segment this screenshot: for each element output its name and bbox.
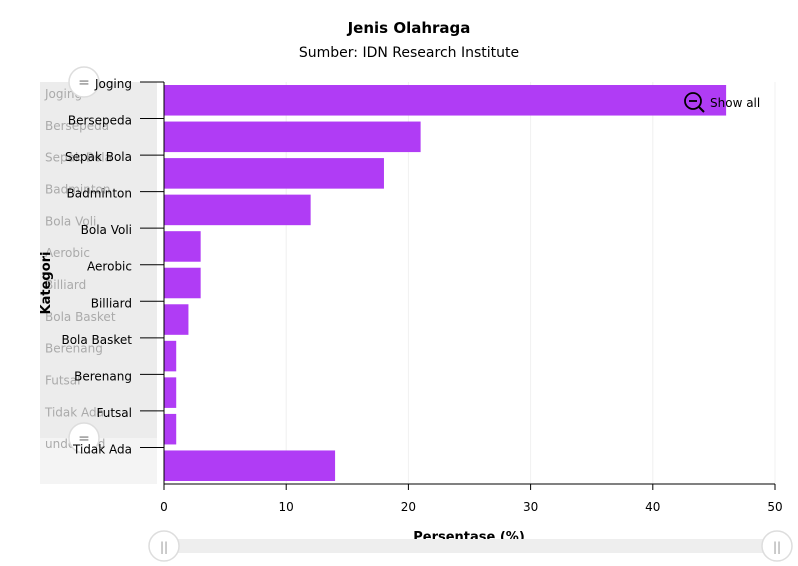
y-tick-label: Bola Basket	[61, 333, 132, 347]
zoom-out-icon-handle	[697, 105, 705, 113]
y-tick-label: Billiard	[91, 296, 132, 310]
bar-futsal[interactable]	[164, 413, 177, 445]
drag-handle-icon: ||	[160, 540, 168, 554]
y-tick-label: Badminton	[67, 187, 132, 201]
y-axis-title: Kategori	[39, 252, 54, 315]
bar-bersepeda[interactable]	[164, 121, 421, 153]
scrollbar-preview-label: Sepak Bola	[45, 151, 112, 165]
x-tick-label: 30	[523, 500, 538, 514]
vertical-scrollbar-bottom-grip[interactable]: =	[68, 422, 100, 454]
grip-icon: =	[78, 431, 90, 447]
x-tick-label: 20	[401, 500, 416, 514]
scrollbar-preview-label: Futsal	[45, 374, 81, 388]
y-tick-label: Aerobic	[87, 260, 132, 274]
scrollbar-preview-label: Berenang	[45, 342, 103, 356]
x-tick-label: 10	[279, 500, 294, 514]
scrollbar-preview-label: Aerobic	[45, 246, 90, 260]
bar-berenang[interactable]	[164, 377, 177, 408]
horizontal-scrollbar-track[interactable]	[150, 539, 790, 553]
scrollbar-preview-label: Bersepeda	[45, 119, 109, 133]
chart-subtitle: Sumber: IDN Research Institute	[299, 45, 519, 61]
y-axis: Joging Bersepeda Sepak Bola Badminton Bola V…	[61, 77, 165, 484]
vertical-scrollbar-thumb[interactable]	[40, 82, 157, 438]
horizontal-scrollbar-left-handle[interactable]: ||	[148, 530, 180, 562]
x-tick-label: 0	[160, 500, 168, 514]
x-axis: 0 10 20 30 40 50	[160, 483, 783, 514]
bars	[164, 85, 727, 481]
bar-sepak-bola[interactable]	[164, 158, 384, 189]
bar-tidak-ada[interactable]	[164, 450, 336, 481]
scrollbar-preview-label: Billiard	[45, 278, 86, 292]
zoom-out-icon	[684, 92, 702, 110]
scrollbar-preview-label: Tidak Ada	[44, 405, 104, 419]
vertical-scrollbar[interactable]: Joging Bersepeda Sepak Bola Badminton Bola V…	[40, 66, 157, 484]
y-tick-label: Futsal	[97, 406, 133, 420]
bar-bola-voli[interactable]	[164, 231, 201, 262]
y-tick-label: Joging	[94, 77, 132, 91]
bar-billiard[interactable]	[164, 304, 189, 335]
drag-handle-icon: ||	[773, 540, 781, 554]
show-all-button[interactable]: Show all	[678, 88, 770, 116]
bar-bola-basket[interactable]	[164, 340, 177, 372]
x-tick-label: 50	[767, 500, 782, 514]
scrollbar-preview-label: Bola Voli	[45, 214, 96, 228]
horizontal-scrollbar[interactable]: || ||	[148, 530, 793, 562]
scrollbar-preview-label: Bola Basket	[45, 310, 116, 324]
vertical-scrollbar-top-grip[interactable]: =	[68, 66, 100, 98]
y-tick-label: Bersepeda	[68, 114, 132, 128]
bar-joging[interactable]	[164, 85, 727, 116]
y-tick-label: Tidak Ada	[72, 442, 132, 456]
y-tick-label: Sepak Bola	[65, 150, 132, 164]
horizontal-scrollbar-right-handle[interactable]: ||	[761, 530, 793, 562]
y-tick-label: Bola Voli	[81, 223, 132, 237]
grip-icon: =	[78, 75, 90, 91]
bar-badminton[interactable]	[164, 194, 311, 226]
scrollbar-preview-label: Badminton	[45, 183, 110, 197]
y-tick-label: Berenang	[74, 369, 132, 383]
chart-title: Jenis Olahraga	[347, 19, 471, 37]
bar-aerobic[interactable]	[164, 267, 201, 299]
x-tick-label: 40	[645, 500, 660, 514]
show-all-label: Show all	[710, 96, 760, 110]
